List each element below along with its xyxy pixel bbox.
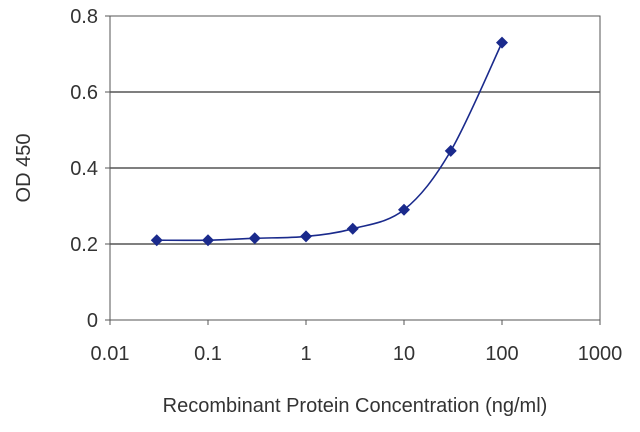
y-tick-labels: 0 0.2 0.4 0.6 0.8 bbox=[70, 6, 110, 332]
grid-lines bbox=[110, 91, 600, 245]
data-point-5 bbox=[398, 203, 410, 216]
series-markers bbox=[150, 36, 508, 247]
y-tick-label-2: 0.4 bbox=[70, 158, 98, 180]
x-tick-labels: 0.01 0.1 1 10 100 1000 bbox=[91, 320, 623, 365]
data-point-0 bbox=[150, 234, 163, 247]
x-tick-label-4: 100 bbox=[485, 343, 518, 365]
data-point-3 bbox=[300, 230, 312, 243]
x-tick-label-1: 0.1 bbox=[194, 343, 222, 365]
y-tick-label-1: 0.2 bbox=[70, 234, 98, 256]
y-tick-label-0: 0 bbox=[87, 310, 98, 332]
x-axis-title: Recombinant Protein Concentration (ng/ml… bbox=[163, 395, 548, 417]
data-point-6 bbox=[444, 144, 457, 157]
data-point-2 bbox=[248, 232, 261, 245]
y-tick-label-3: 0.6 bbox=[70, 82, 98, 104]
x-tick-label-3: 10 bbox=[393, 343, 415, 365]
data-point-1 bbox=[202, 234, 214, 247]
x-tick-label-0: 0.01 bbox=[91, 343, 130, 365]
data-point-7 bbox=[496, 36, 508, 49]
data-point-4 bbox=[346, 222, 359, 235]
y-axis-title: OD 450 bbox=[13, 134, 35, 203]
x-tick-label-5: 1000 bbox=[578, 343, 623, 365]
x-tick-label-2: 1 bbox=[300, 343, 311, 365]
y-tick-label-4: 0.8 bbox=[70, 6, 98, 28]
